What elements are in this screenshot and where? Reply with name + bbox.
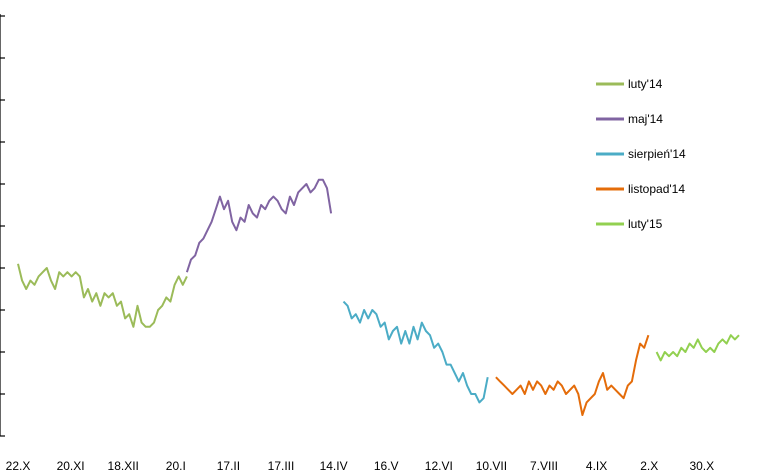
x-tick-label: 10.VII xyxy=(476,459,507,473)
x-tick-label: 18.XII xyxy=(108,459,139,473)
x-tick-label: 20.I xyxy=(166,459,186,473)
x-tick-label: 17.III xyxy=(268,459,295,473)
series-line-4 xyxy=(655,334,740,362)
legend-label: listopad'14 xyxy=(628,182,685,196)
y-axis-ticks xyxy=(0,15,5,437)
x-tick-label: 17.II xyxy=(217,459,240,473)
x-tick-label: 22.X xyxy=(6,459,31,473)
legend: luty'14 maj'14 sierpień'14 listopad'14 luty'… xyxy=(596,77,686,231)
series-line-1 xyxy=(185,178,333,273)
legend-label: luty'15 xyxy=(628,217,663,231)
legend-label: luty'14 xyxy=(628,77,663,91)
x-tick-label: 7.VIII xyxy=(530,459,558,473)
x-tick-label: 14.IV xyxy=(320,459,348,473)
x-tick-label: 2.X xyxy=(640,459,658,473)
x-axis-ticks: 22.X 20.XI 18.XII 20.I 17.II 17.III 14.IV 16.V 1… xyxy=(6,459,714,473)
x-tick-label: 4.IX xyxy=(586,459,607,473)
x-tick-label: 20.XI xyxy=(57,459,85,473)
x-tick-label: 30.X xyxy=(689,459,714,473)
x-tick-label: 16.V xyxy=(374,459,399,473)
series-line-2 xyxy=(342,300,489,404)
legend-label: sierpień'14 xyxy=(628,147,686,161)
series-line-0 xyxy=(17,263,188,328)
series-line-3 xyxy=(495,334,650,416)
legend-label: maj'14 xyxy=(628,112,663,126)
series-layer xyxy=(17,178,740,416)
x-tick-label: 12.VI xyxy=(425,459,453,473)
